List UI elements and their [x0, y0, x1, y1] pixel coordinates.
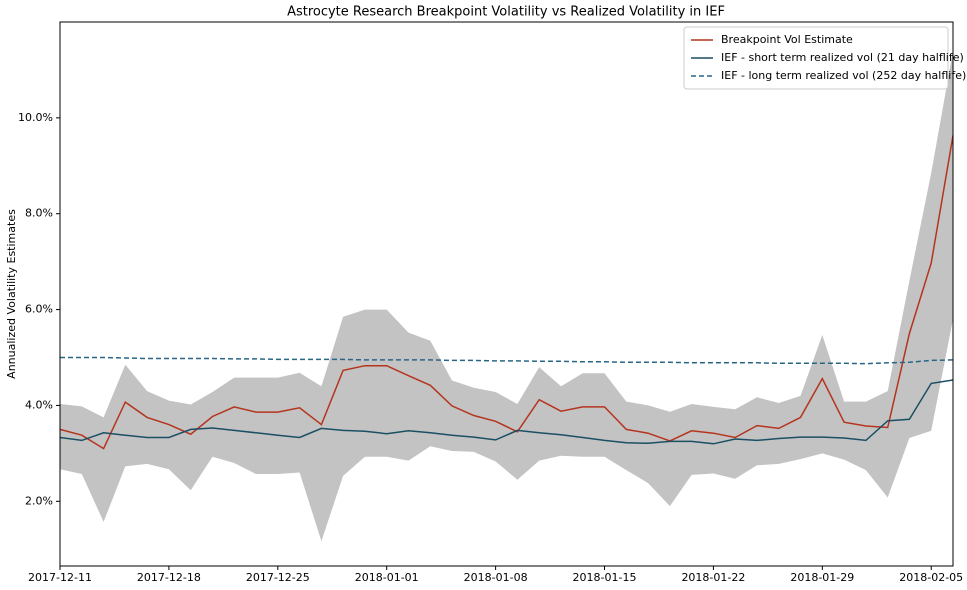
y-tick-label: 2.0%: [25, 494, 53, 507]
plot-frame: [59, 21, 954, 567]
series-line: [60, 356, 954, 365]
y-tick-label: 4.0%: [25, 398, 53, 411]
legend-box: [683, 26, 949, 90]
x-tick-label: 2018-01-29: [790, 571, 854, 584]
legend: Breakpoint Vol Estimate IEF - short term …: [683, 26, 966, 90]
legend-label: IEF - short term realized vol (21 day ha…: [721, 51, 964, 64]
y-tick-label: 10.0%: [18, 111, 53, 124]
x-tick-label: 2017-12-25: [246, 571, 310, 584]
y-axis-label: Annualized Volatility Estimates: [5, 209, 18, 379]
series-line: [59, 379, 954, 445]
series-line: [59, 135, 954, 450]
x-tick-label: 2018-01-01: [355, 571, 419, 584]
y-tick-label: 8.0%: [25, 207, 53, 220]
x-tick-label: 2018-01-22: [681, 571, 745, 584]
confidence-band: [60, 50, 953, 542]
chart-title: Astrocyte Research Breakpoint Volatility…: [287, 5, 725, 20]
x-tick-label: 2018-01-15: [573, 571, 637, 584]
legend-label: IEF - long term realized vol (252 day ha…: [721, 69, 966, 82]
x-tick-label: 2018-01-08: [464, 571, 528, 584]
y-tick-label: 6.0%: [25, 303, 53, 316]
x-tick-label: 2017-12-11: [28, 571, 92, 584]
legend-label: Breakpoint Vol Estimate: [721, 33, 853, 46]
x-tick-label: 2018-02-05: [899, 571, 963, 584]
x-tick-label: 2017-12-18: [137, 571, 201, 584]
